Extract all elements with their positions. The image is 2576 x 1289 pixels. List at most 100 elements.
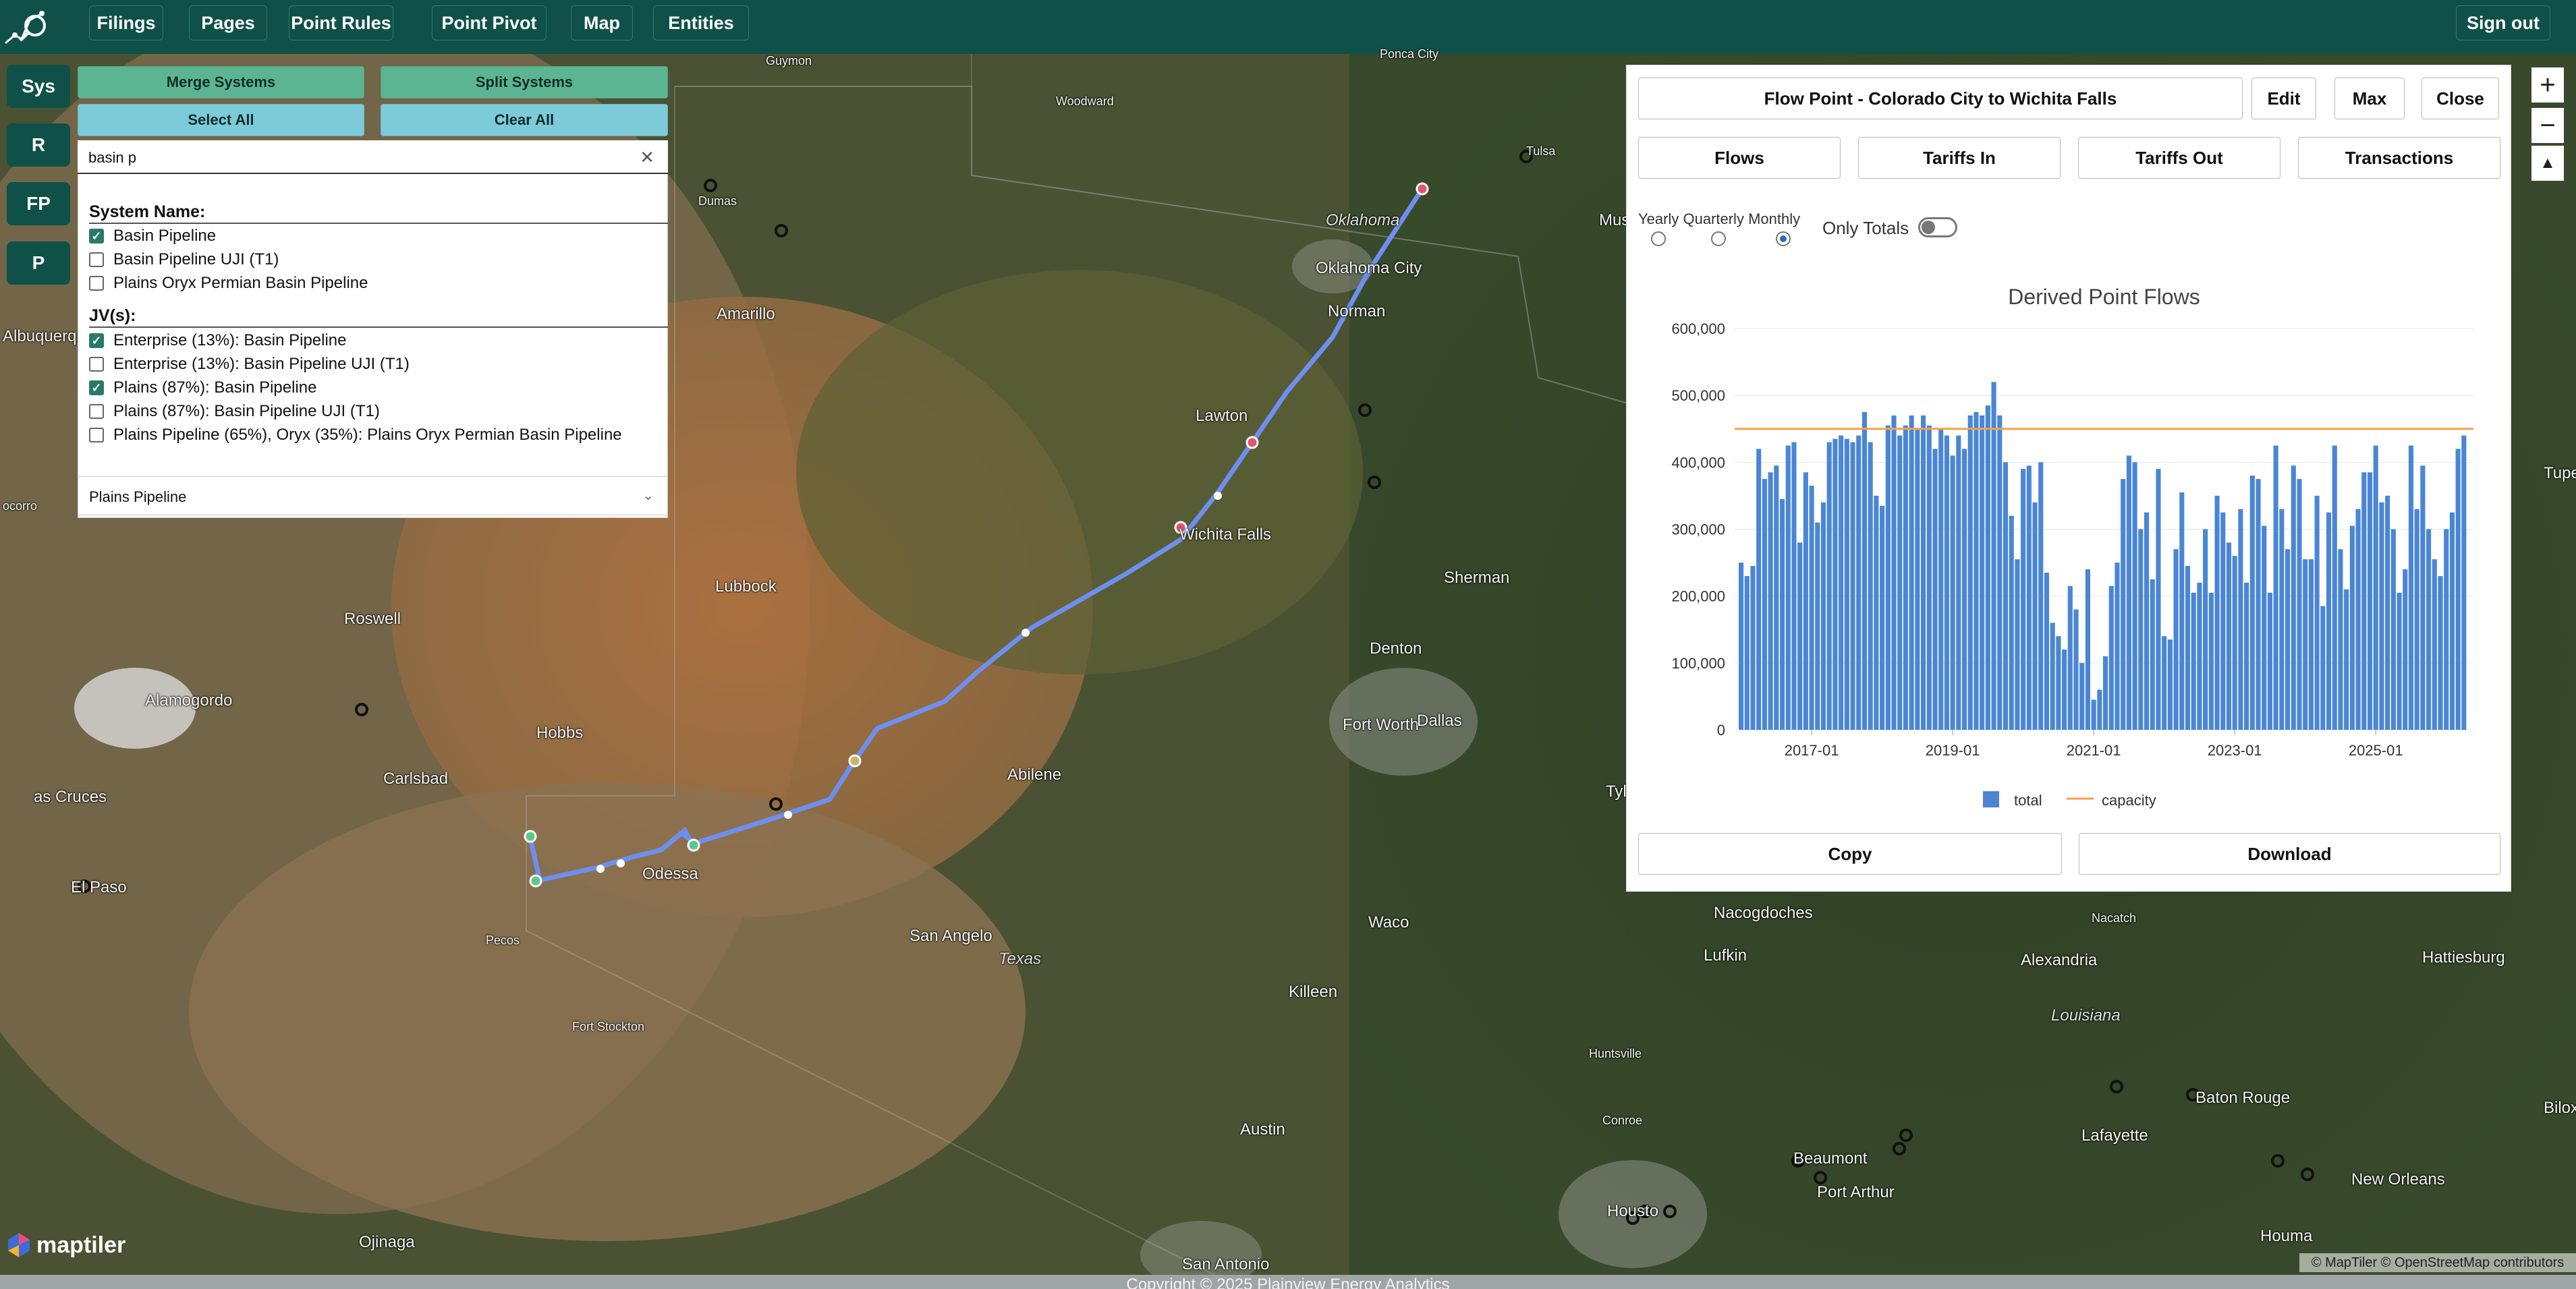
map-place-label: Woodward [1056,94,1114,108]
bar [1803,472,1808,730]
bar [2308,559,2314,730]
map-place-label: Ponca City [1380,47,1439,61]
system-search-input[interactable]: basin p ✕ [78,140,668,174]
sign-out-button[interactable]: Sign out [2456,5,2550,40]
bar [1832,438,1838,730]
bar [1915,428,1920,730]
tab-tariffs-out[interactable]: Tariffs Out [2078,137,2280,179]
map-place-label: Odessa [642,865,698,883]
edit-button[interactable]: Edit [2251,78,2316,119]
checkbox-icon[interactable] [89,357,104,372]
bar [1750,566,1756,730]
checkbox-icon[interactable] [89,428,104,442]
map-place-label: El Paso [71,878,127,896]
checkbox-icon[interactable] [89,252,104,267]
map-place-label: New Orleans [2351,1170,2445,1188]
bar [2349,525,2355,730]
tab-transactions[interactable]: Transactions [2298,137,2500,179]
checkbox-checked-icon[interactable]: ✓ [89,229,104,244]
bar [2267,592,2273,730]
map-place-label: Lufkin [1704,946,1747,965]
side-tab-fp[interactable]: FP [7,182,70,225]
bar [1897,435,1903,730]
bar [1938,428,1944,730]
radio-yearly[interactable] [1651,231,1666,246]
bar [2115,563,2120,730]
bar [1844,438,1849,730]
nav-entities[interactable]: Entities [653,5,749,40]
checkbox-icon[interactable] [89,404,104,419]
tab-tariffs-in[interactable]: Tariffs In [1858,137,2061,179]
jv-option[interactable]: Plains Pipeline (65%), Oryx (35%): Plain… [89,424,622,447]
bar [2344,589,2349,730]
bar [2291,465,2296,730]
map-attribution[interactable]: © MapTiler © OpenStreetMap contributors [2299,1253,2576,1272]
side-tab-r[interactable]: R [7,123,70,167]
jv-option[interactable]: ✓ Enterprise (13%): Basin Pipeline [89,329,347,352]
bar [2085,569,2091,730]
nav-point-rules[interactable]: Point Rules [289,5,393,40]
y-tick-label: 0 [1717,722,1725,739]
max-button[interactable]: Max [2334,78,2405,119]
radio-monthly[interactable] [1776,231,1791,246]
bar [1985,405,1990,730]
bar [2220,512,2226,730]
bar [2279,509,2285,730]
zoom-in-button[interactable]: + [2531,67,2564,103]
radio-quarterly[interactable] [1711,231,1726,246]
checkbox-icon[interactable] [89,276,104,291]
bar [1856,435,1861,730]
map-place-label: ocorro [3,499,38,513]
download-button[interactable]: Download [2079,833,2500,875]
bar [1791,442,1797,730]
bar [1756,449,1762,730]
bar [2097,689,2102,730]
map-place-label: Guymon [766,54,812,67]
system-option-plains-oryx[interactable]: Plains Oryx Permian Basin Pipeline [89,272,368,295]
checkbox-checked-icon[interactable]: ✓ [89,380,104,395]
nav-pages[interactable]: Pages [189,5,267,40]
checkbox-checked-icon[interactable]: ✓ [89,333,104,348]
only-totals-toggle[interactable] [1918,217,1957,237]
side-tab-sys[interactable]: Sys [7,65,70,108]
jv-option[interactable]: ✓ Plains (87%): Basin Pipeline [89,376,317,399]
system-option-basin-pipeline[interactable]: ✓ Basin Pipeline [89,225,216,248]
system-option-basin-pipeline-uji[interactable]: Basin Pipeline UJI (T1) [89,248,279,271]
bar [2056,636,2061,730]
map-place-label: Amarillo [717,305,775,323]
zoom-out-button[interactable]: − [2531,108,2564,143]
clear-search-icon[interactable]: ✕ [640,147,654,167]
x-tick-label: 2021-01 [2067,742,2121,759]
map-place-label: San Angelo [909,927,992,945]
bar [2079,662,2085,730]
bar [2455,449,2461,730]
bar [1820,502,1826,730]
divider [89,326,668,328]
logo-icon[interactable] [3,5,50,49]
tab-flows[interactable]: Flows [1638,137,1841,179]
close-button[interactable]: Close [2421,78,2499,119]
map-place-label: Alamogordo [145,691,233,710]
x-tick-label: 2023-01 [2208,742,2262,759]
bar [2320,606,2326,730]
compass-icon[interactable]: ▲ [2531,146,2564,181]
jv-option[interactable]: Enterprise (13%): Basin Pipeline UJI (T1… [89,353,410,376]
bar [1926,425,1932,730]
copy-button[interactable]: Copy [1638,833,2062,875]
bar [2009,515,2014,730]
map-place-label: Conroe [1602,1114,1643,1127]
merge-systems-button[interactable]: Merge Systems [78,66,364,98]
maptiler-icon [8,1233,30,1257]
bar [2126,455,2131,730]
side-tab-p[interactable]: P [7,241,70,285]
operator-select[interactable]: Plains Pipeline ⌄ [78,476,668,515]
select-all-button[interactable]: Select All [78,104,364,136]
nav-map[interactable]: Map [571,5,633,40]
bar [2285,549,2291,730]
nav-filings[interactable]: Filings [89,5,163,40]
nav-point-pivot[interactable]: Point Pivot [432,5,547,40]
split-systems-button[interactable]: Split Systems [381,66,668,98]
clear-all-button[interactable]: Clear All [381,104,668,136]
map-place-label: Roswell [344,610,401,628]
jv-option[interactable]: Plains (87%): Basin Pipeline UJI (T1) [89,400,380,423]
